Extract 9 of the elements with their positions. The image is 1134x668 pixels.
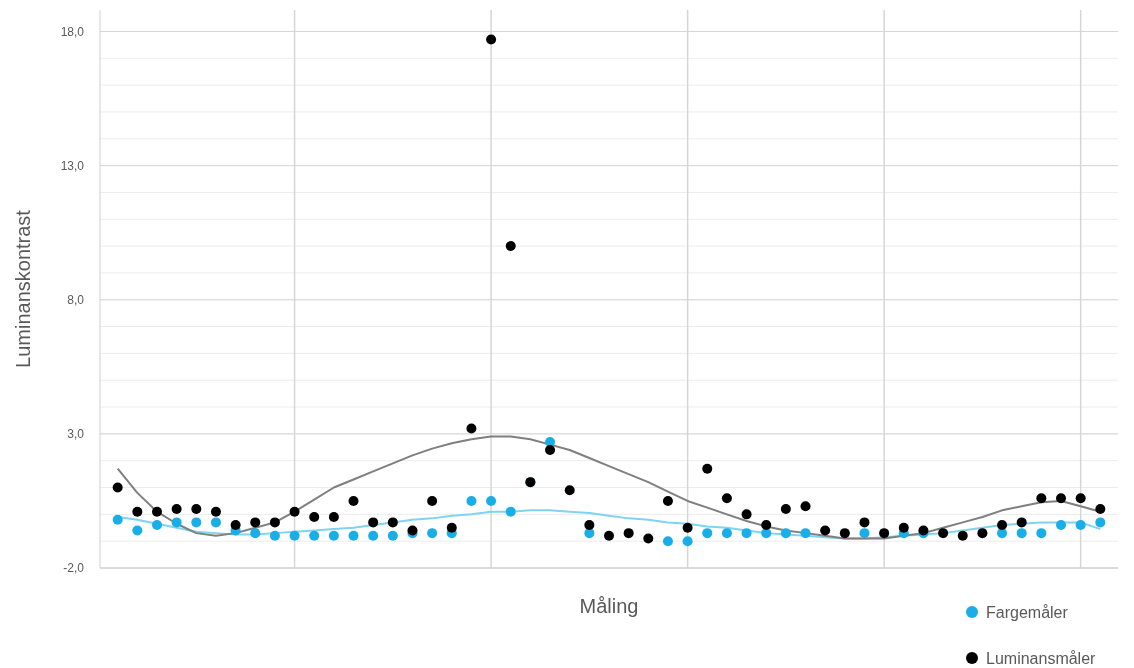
y-tick-label: 8,0 (67, 292, 85, 307)
y-tick-label: 18,0 (60, 24, 85, 39)
x-axis-title: Måling (579, 595, 639, 617)
legend-label: Luminansmåler (986, 649, 1097, 667)
legend-label: Fargemåler (986, 603, 1069, 621)
y-tick-label: -2,0 (63, 561, 85, 576)
y-tick-label: 13,0 (60, 158, 85, 173)
y-tick-label: 3,0 (67, 427, 85, 442)
y-axis-title: Luminanskontrast (12, 209, 34, 368)
